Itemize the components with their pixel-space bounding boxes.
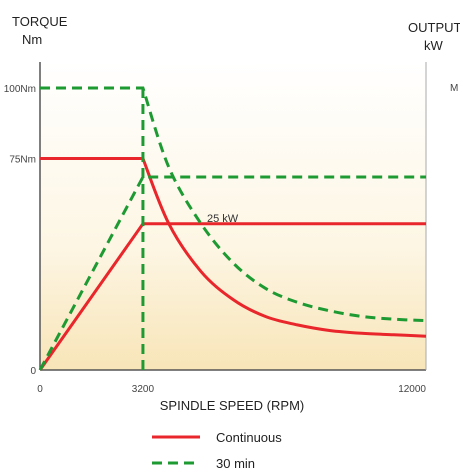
plot-area <box>40 62 426 370</box>
y-tick-right-partial: M <box>450 83 458 94</box>
x-tick-label-1: 3200 <box>132 384 155 395</box>
x-axis-title: SPINDLE SPEED (RPM) <box>160 398 304 413</box>
y-axis-title-left-line1: TORQUE <box>12 14 68 29</box>
x-ticks: 0 3200 12000 <box>37 384 426 395</box>
y-axis-title-right-line2: kW <box>424 38 444 53</box>
x-tick-label-0: 0 <box>37 384 43 395</box>
x-tick-label-2: 12000 <box>398 384 426 395</box>
y-tick-label-0: 0 <box>30 366 36 377</box>
power-line-30-min <box>38 175 426 371</box>
power-annotation: 25 kW <box>207 213 239 225</box>
y-ticks: 0 75Nm 100Nm <box>4 84 37 377</box>
y-axis-title-right-line1: OUTPUT <box>408 20 460 35</box>
y-axis-title-left-line2: Nm <box>22 32 42 47</box>
legend: Continuous 30 min <box>152 430 282 471</box>
torque-line-30-min <box>40 86 427 323</box>
torque-line-continuous <box>40 157 427 338</box>
y-tick-label-1: 75Nm <box>9 155 36 166</box>
y-tick-label-2: 100Nm <box>4 84 36 95</box>
legend-label-continuous: Continuous <box>216 430 282 445</box>
series-layer <box>38 86 427 371</box>
legend-label-30min: 30 min <box>216 456 255 471</box>
